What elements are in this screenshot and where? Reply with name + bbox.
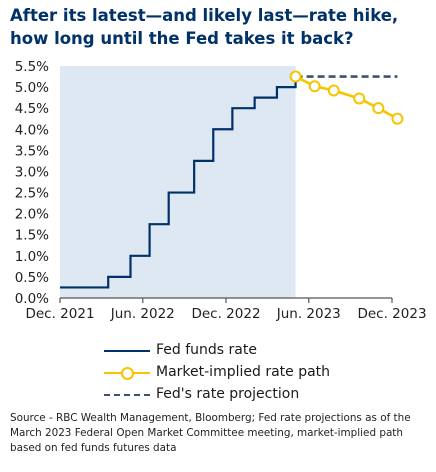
market-path-point <box>353 92 366 105</box>
x-tick-label: Dec. 2021 <box>25 306 94 322</box>
legend-swatch-projection <box>104 394 150 396</box>
legend-swatch-market-path <box>104 367 150 380</box>
chart-title: After its latest—and likely last—rate hi… <box>10 6 399 48</box>
fed-funds-step-line <box>60 76 297 289</box>
y-tick-label: 5.5% <box>15 59 49 75</box>
axes-layer: 0.0% 0.5% 1.0% 1.5% 2.0% 2.5% 3.0% 3.5% 4.0% 4.5%… <box>15 59 427 322</box>
y-tick-label: 4.0% <box>15 122 49 138</box>
market-path-point <box>327 84 340 97</box>
y-tick-label: 3.5% <box>15 143 49 159</box>
y-tick-label: 2.0% <box>15 207 49 223</box>
series-layer <box>60 70 404 289</box>
history-shade-region <box>60 66 296 298</box>
market-path-point <box>289 70 302 83</box>
y-tick-label: 3.0% <box>15 164 49 180</box>
legend-marker-circle-icon <box>121 367 134 380</box>
y-tick-label: 4.5% <box>15 101 49 117</box>
x-tick-label: Dec. 2023 <box>357 306 426 322</box>
market-path-point <box>372 102 385 115</box>
y-tick-label: 0.5% <box>15 270 49 286</box>
source-note: Source - RBC Wealth Management, Bloomber… <box>10 412 411 454</box>
y-tick-label: 1.0% <box>15 249 49 265</box>
legend-label-fed-funds: Fed funds rate <box>156 342 257 358</box>
plot-shade-layer <box>60 66 296 298</box>
x-tick-label: Dec. 2022 <box>191 306 260 322</box>
y-tick-label: 1.5% <box>15 228 49 244</box>
market-path-point <box>391 112 404 125</box>
legend-label-market-path: Market-implied rate path <box>156 364 331 380</box>
legend-swatch-fed-funds <box>104 350 150 352</box>
y-tick-label: 2.5% <box>15 186 49 202</box>
y-tick-label: 5.0% <box>15 80 49 96</box>
x-tick-label: Jun. 2022 <box>110 306 175 322</box>
x-tick-label: Jun. 2023 <box>276 306 341 322</box>
y-tick-label: 0.0% <box>15 291 49 307</box>
market-path-point <box>308 80 321 93</box>
legend-label-projection: Fed's rate projection <box>156 386 300 402</box>
